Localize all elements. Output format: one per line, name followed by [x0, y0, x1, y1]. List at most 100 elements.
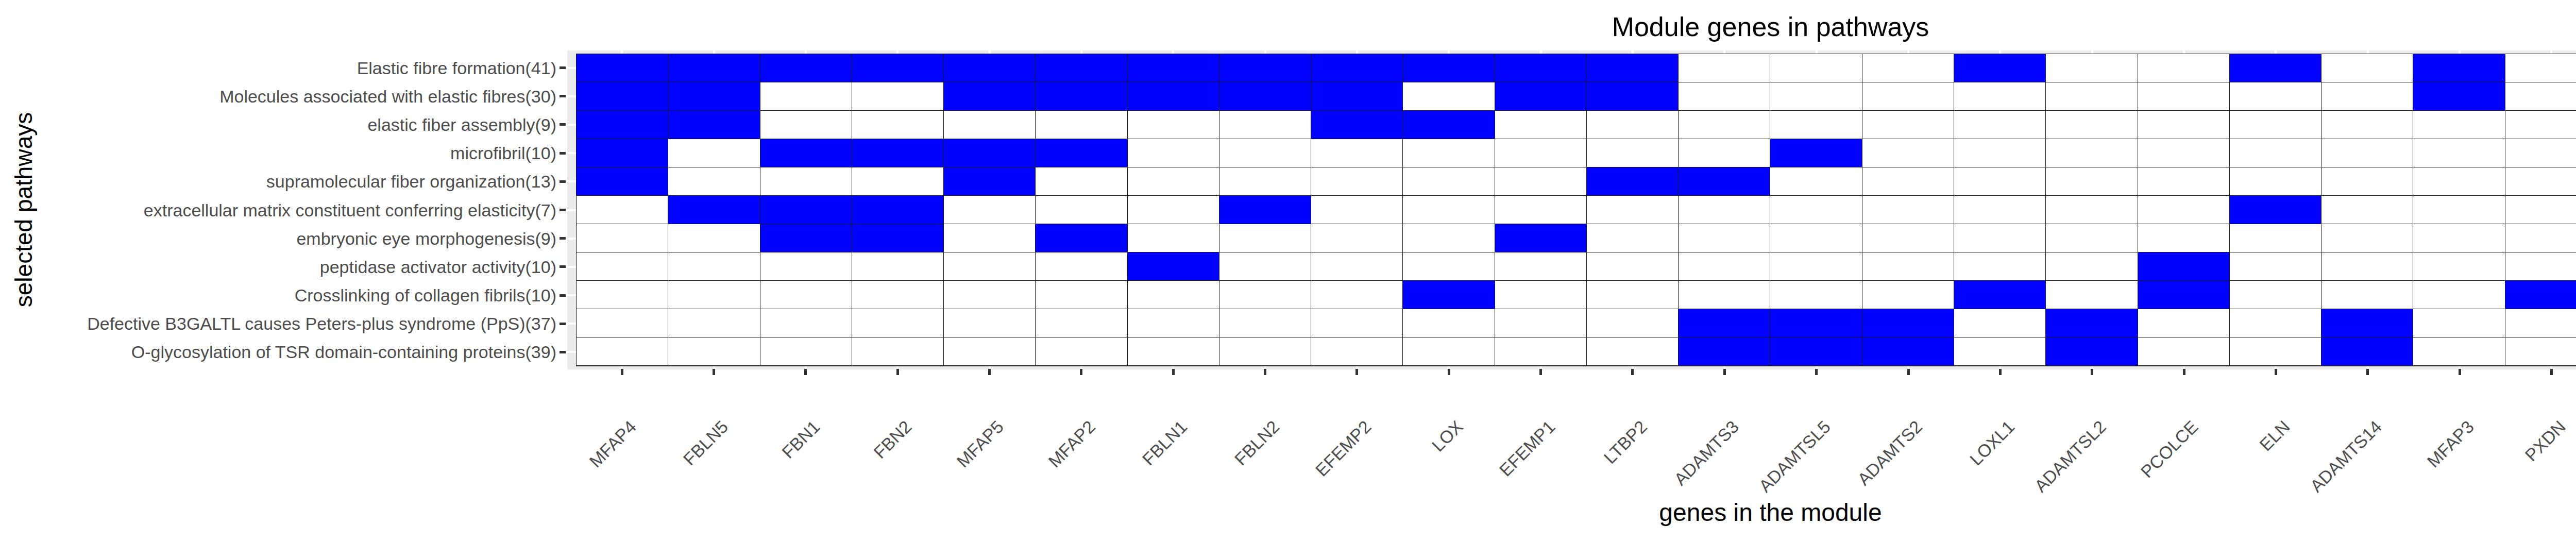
heatmap-cell: [1954, 252, 2046, 281]
heatmap-cell: [2046, 111, 2138, 139]
heatmap-cell: [2413, 111, 2505, 139]
heatmap-cell: [760, 54, 852, 82]
heatmap-cell: [1679, 196, 1770, 224]
heatmap-cell: [852, 252, 944, 281]
heatmap-cell: [577, 224, 668, 252]
heatmap-cell: [760, 167, 852, 196]
heatmap-cell: [2138, 111, 2230, 139]
heatmap-cell: [944, 54, 1036, 82]
x-tick-label: LTBP2: [1599, 416, 1651, 468]
y-tick: [560, 323, 566, 325]
heatmap-cell: [944, 111, 1036, 139]
heatmap-cell: [760, 111, 852, 139]
heatmap-cell: [1954, 337, 2046, 366]
heatmap-cell: [2505, 82, 2576, 111]
heatmap-cell: [2138, 281, 2230, 309]
heatmap-cell: [2321, 54, 2413, 82]
heatmap-cell: [1679, 224, 1770, 252]
heatmap-cell: [1311, 281, 1403, 309]
y-tick: [560, 180, 566, 183]
heatmap-cell: [1862, 252, 1954, 281]
heatmap-cell: [2046, 281, 2138, 309]
heatmap-cell: [2413, 281, 2505, 309]
heatmap-cell: [2505, 111, 2576, 139]
x-tick-label: ADAMTSL5: [1755, 416, 1835, 496]
heatmap-cell: [1036, 167, 1127, 196]
heatmap-cell: [577, 252, 668, 281]
y-tick: [560, 265, 566, 268]
heatmap-cell: [1403, 309, 1495, 337]
x-tick-label: PCOLCE: [2137, 416, 2202, 482]
heatmap-cell: [1770, 111, 1862, 139]
x-tick: [1999, 369, 2002, 375]
heatmap-cell: [2413, 139, 2505, 167]
x-tick-label: MFAP5: [953, 416, 1008, 471]
y-tick: [560, 351, 566, 353]
heatmap-cell: [1128, 82, 1219, 111]
x-tick: [1539, 369, 1542, 375]
heatmap-cell: [760, 281, 852, 309]
heatmap-cell: [2138, 167, 2230, 196]
heatmap-cell: [1770, 54, 1862, 82]
x-tick: [2550, 369, 2553, 375]
y-tick: [560, 95, 566, 97]
heatmap-cell: [1495, 111, 1587, 139]
heatmap-cell: [1862, 111, 1954, 139]
heatmap-cell: [1862, 139, 1954, 167]
heatmap-cell: [1219, 139, 1311, 167]
x-tick-label: MFAP4: [585, 416, 640, 471]
heatmap-cell: [2138, 54, 2230, 82]
heatmap-cell: [944, 196, 1036, 224]
heatmap-cell: [2321, 111, 2413, 139]
heatmap-cell: [760, 252, 852, 281]
heatmap-cell: [1679, 139, 1770, 167]
heatmap-cell: [1954, 139, 2046, 167]
heatmap-cell: [2046, 82, 2138, 111]
heatmap-cell: [1036, 111, 1127, 139]
heatmap-cell: [1403, 224, 1495, 252]
heatmap-panel: [567, 50, 2576, 369]
heatmap-cell: [1862, 196, 1954, 224]
heatmap-cell: [944, 252, 1036, 281]
heatmap-cell: [1495, 224, 1587, 252]
x-tick: [1264, 369, 1266, 375]
heatmap-cell: [2321, 252, 2413, 281]
heatmap-cell: [1587, 196, 1679, 224]
heatmap-cell: [668, 252, 760, 281]
heatmap-cell: [1770, 309, 1862, 337]
y-tick: [560, 237, 566, 240]
heatmap-cell: [1679, 309, 1770, 337]
heatmap-cell: [944, 337, 1036, 366]
x-tick-label: ADAMTSL2: [2030, 416, 2110, 496]
heatmap-cell: [1862, 281, 1954, 309]
heatmap-cell: [852, 111, 944, 139]
heatmap-cell: [1862, 82, 1954, 111]
heatmap-cell: [1954, 167, 2046, 196]
heatmap-cell: [577, 139, 668, 167]
heatmap-cell: [1679, 111, 1770, 139]
heatmap-cell: [760, 82, 852, 111]
heatmap-cell: [668, 139, 760, 167]
heatmap-cell: [1128, 309, 1219, 337]
x-tick: [2183, 369, 2185, 375]
heatmap-cell: [1219, 337, 1311, 366]
heatmap-cell: [577, 111, 668, 139]
heatmap-cell: [1403, 54, 1495, 82]
y-tick-label: Defective B3GALTL causes Peters-plus syn…: [0, 313, 556, 334]
heatmap-cell: [1036, 139, 1127, 167]
heatmap-cell: [2230, 309, 2321, 337]
heatmap-cell: [2321, 224, 2413, 252]
x-axis-title: genes in the module: [567, 499, 2576, 527]
heatmap-cell: [852, 139, 944, 167]
heatmap-cell: [1219, 252, 1311, 281]
heatmap-cell: [852, 281, 944, 309]
heatmap-cell: [1495, 167, 1587, 196]
heatmap-cell: [1587, 252, 1679, 281]
heatmap-cell: [1954, 281, 2046, 309]
heatmap-cell: [852, 54, 944, 82]
heatmap-cell: [1036, 281, 1127, 309]
heatmap-cell: [1128, 111, 1219, 139]
heatmap-cell: [1128, 54, 1219, 82]
heatmap-cell: [577, 167, 668, 196]
heatmap-cell: [2413, 252, 2505, 281]
